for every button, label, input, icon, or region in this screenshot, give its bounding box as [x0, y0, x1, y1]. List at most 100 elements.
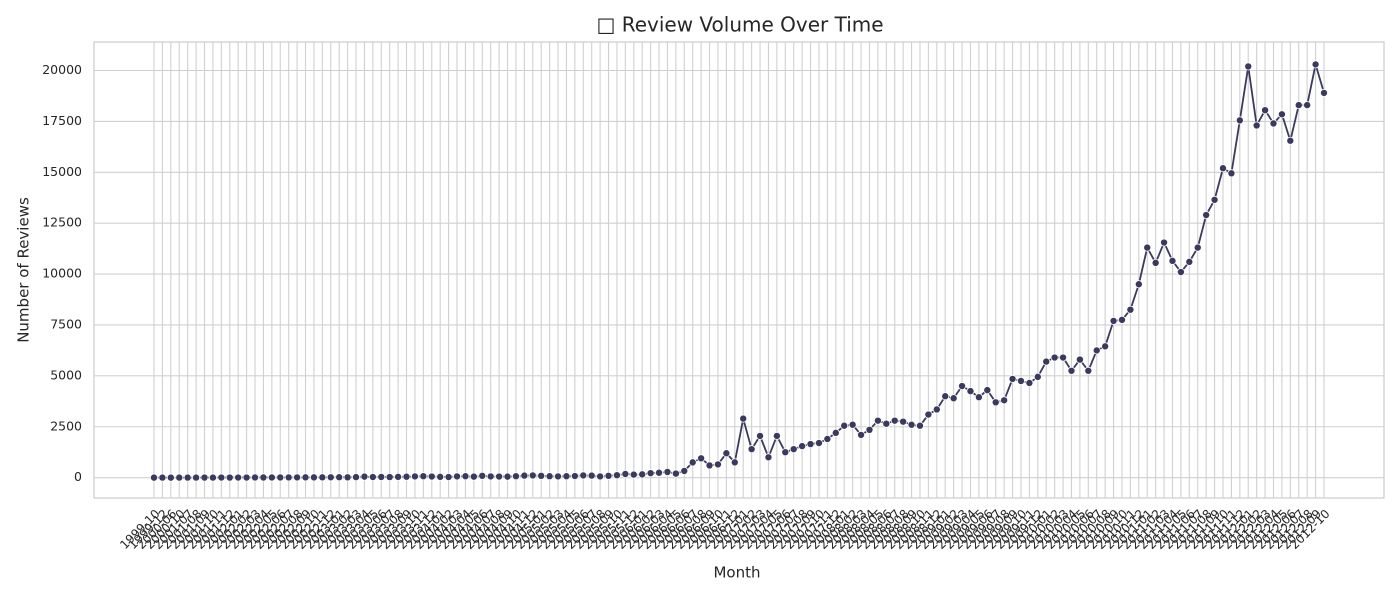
marker [453, 472, 462, 481]
marker [511, 472, 520, 481]
y-tick-label: 0 [74, 469, 82, 484]
y-tick-label: 2500 [50, 418, 82, 433]
marker [427, 472, 436, 481]
marker [1126, 305, 1135, 314]
marker [857, 430, 866, 439]
marker [899, 417, 908, 426]
marker [1311, 60, 1320, 69]
marker [444, 473, 453, 482]
marker [1033, 372, 1042, 381]
marker [234, 473, 243, 482]
marker [208, 473, 217, 482]
marker [1075, 355, 1084, 364]
marker [461, 472, 470, 481]
marker [924, 410, 933, 419]
marker [495, 472, 504, 481]
chart-title: □ Review Volume Over Time [596, 13, 883, 37]
marker [554, 472, 563, 481]
y-tick-label: 7500 [50, 316, 82, 331]
marker [983, 386, 992, 395]
marker [612, 471, 621, 480]
marker [798, 442, 807, 451]
marker [722, 449, 731, 458]
marker [814, 439, 823, 448]
marker [1244, 62, 1253, 71]
marker [360, 472, 369, 481]
marker [225, 473, 234, 482]
marker [764, 453, 773, 462]
marker [629, 470, 638, 479]
marker [655, 468, 664, 477]
marker [352, 473, 361, 482]
marker [1151, 258, 1160, 267]
marker [1025, 378, 1034, 387]
y-tick-label: 12500 [42, 215, 82, 230]
marker [1067, 366, 1076, 375]
marker [158, 473, 167, 482]
marker [570, 472, 579, 481]
marker [772, 431, 781, 440]
marker [242, 473, 251, 482]
marker [217, 473, 226, 482]
marker [1109, 316, 1118, 325]
marker [410, 472, 419, 481]
marker [326, 473, 335, 482]
marker [865, 425, 874, 434]
marker [1185, 257, 1194, 266]
marker [806, 440, 815, 449]
marker [958, 382, 967, 391]
marker [966, 387, 975, 396]
marker [183, 473, 192, 482]
marker [688, 458, 697, 467]
marker [587, 471, 596, 480]
marker [890, 416, 899, 425]
marker [318, 473, 327, 482]
marker [149, 473, 158, 482]
marker [1235, 116, 1244, 125]
marker [873, 416, 882, 425]
marker [621, 469, 630, 478]
plot-frame [93, 41, 1385, 499]
marker [1059, 353, 1068, 362]
marker [1261, 106, 1270, 115]
marker [915, 421, 924, 430]
marker [394, 472, 403, 481]
marker [1134, 280, 1143, 289]
marker [932, 405, 941, 414]
marker [1168, 256, 1177, 265]
marker [1176, 268, 1185, 277]
marker [537, 471, 546, 480]
marker [1050, 353, 1059, 362]
marker [293, 473, 302, 482]
marker [166, 473, 175, 482]
y-tick-label: 20000 [42, 62, 82, 77]
marker [638, 470, 647, 479]
marker [823, 434, 832, 443]
marker [1277, 110, 1286, 119]
marker [713, 460, 722, 469]
marker [1210, 195, 1219, 204]
marker [562, 472, 571, 481]
marker [200, 473, 209, 482]
marker [192, 473, 201, 482]
marker [705, 461, 714, 470]
marker [1008, 374, 1017, 383]
marker [949, 394, 958, 403]
marker [991, 398, 1000, 407]
marker [789, 445, 798, 454]
x-axis-label: Month [713, 564, 760, 582]
marker [402, 472, 411, 481]
marker [251, 473, 260, 482]
marker [1269, 119, 1278, 128]
marker [697, 454, 706, 463]
marker [267, 473, 276, 482]
marker [1117, 315, 1126, 324]
marker [175, 473, 184, 482]
marker [1320, 88, 1329, 97]
marker [377, 472, 386, 481]
marker [343, 473, 352, 482]
marker [1252, 121, 1261, 130]
marker [730, 458, 739, 467]
marker [528, 471, 537, 480]
